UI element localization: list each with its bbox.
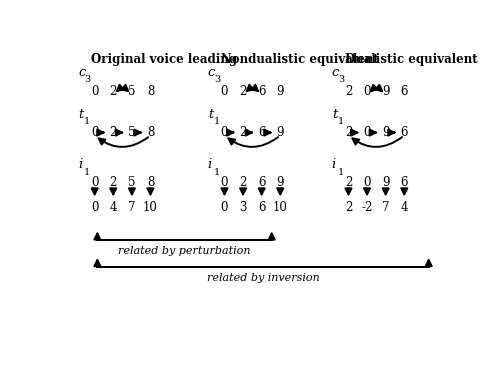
Text: i: i: [332, 158, 336, 171]
Text: 0: 0: [220, 126, 228, 139]
Text: c: c: [208, 66, 215, 79]
Text: t: t: [332, 108, 337, 121]
Text: 1: 1: [214, 168, 220, 177]
Text: 6: 6: [258, 84, 266, 97]
Text: 2: 2: [240, 84, 247, 97]
Text: 1: 1: [214, 117, 220, 126]
Text: 6: 6: [258, 126, 266, 139]
Text: 9: 9: [382, 126, 390, 139]
Text: Dualistic equivalent: Dualistic equivalent: [344, 53, 477, 66]
Text: 6: 6: [258, 176, 266, 189]
Text: 0: 0: [91, 84, 98, 97]
Text: t: t: [78, 108, 84, 121]
Text: 2: 2: [345, 126, 352, 139]
Text: -2: -2: [362, 201, 373, 214]
Text: i: i: [78, 158, 82, 171]
Text: 9: 9: [276, 126, 284, 139]
Text: 2: 2: [345, 84, 352, 97]
Text: 0: 0: [91, 126, 98, 139]
Text: 5: 5: [128, 176, 136, 189]
Text: 8: 8: [147, 176, 154, 189]
Text: 2: 2: [345, 176, 352, 189]
Text: 0: 0: [364, 176, 371, 189]
Text: 5: 5: [128, 126, 136, 139]
Text: 10: 10: [143, 201, 158, 214]
Text: 0: 0: [220, 84, 228, 97]
Text: 6: 6: [400, 84, 408, 97]
Text: 10: 10: [273, 201, 287, 214]
Text: 2: 2: [110, 176, 117, 189]
Text: 7: 7: [382, 201, 390, 214]
Text: 3: 3: [214, 76, 220, 84]
Text: 2: 2: [345, 201, 352, 214]
Text: 3: 3: [338, 76, 344, 84]
Text: 2: 2: [240, 126, 247, 139]
Text: 0: 0: [220, 176, 228, 189]
Text: 5: 5: [128, 84, 136, 97]
Text: 9: 9: [382, 84, 390, 97]
Text: related by inversion: related by inversion: [206, 273, 320, 283]
Text: 4: 4: [110, 201, 117, 214]
Text: c: c: [78, 66, 86, 79]
Text: 8: 8: [147, 126, 154, 139]
Text: 3: 3: [240, 201, 247, 214]
Text: 0: 0: [364, 126, 371, 139]
Text: 0: 0: [220, 201, 228, 214]
Text: 1: 1: [84, 168, 90, 177]
Text: c: c: [332, 66, 339, 79]
Text: 3: 3: [84, 76, 90, 84]
Text: 9: 9: [382, 176, 390, 189]
Text: 6: 6: [400, 176, 408, 189]
Text: 2: 2: [110, 126, 117, 139]
Text: 0: 0: [91, 201, 98, 214]
Text: Nondualistic equivalent: Nondualistic equivalent: [220, 53, 378, 66]
Text: 1: 1: [84, 117, 90, 126]
Text: 4: 4: [400, 201, 408, 214]
Text: 2: 2: [110, 84, 117, 97]
Text: 7: 7: [128, 201, 136, 214]
Text: 8: 8: [147, 84, 154, 97]
Text: 6: 6: [258, 201, 266, 214]
Text: 0: 0: [91, 176, 98, 189]
Text: 9: 9: [276, 84, 284, 97]
Text: related by perturbation: related by perturbation: [118, 246, 251, 256]
Text: Original voice leading: Original voice leading: [91, 53, 237, 66]
Text: 9: 9: [276, 176, 284, 189]
Text: 1: 1: [338, 168, 344, 177]
Text: 2: 2: [240, 176, 247, 189]
Text: 0: 0: [364, 84, 371, 97]
Text: 6: 6: [400, 126, 408, 139]
Text: i: i: [208, 158, 212, 171]
Text: t: t: [208, 108, 213, 121]
Text: 1: 1: [338, 117, 344, 126]
